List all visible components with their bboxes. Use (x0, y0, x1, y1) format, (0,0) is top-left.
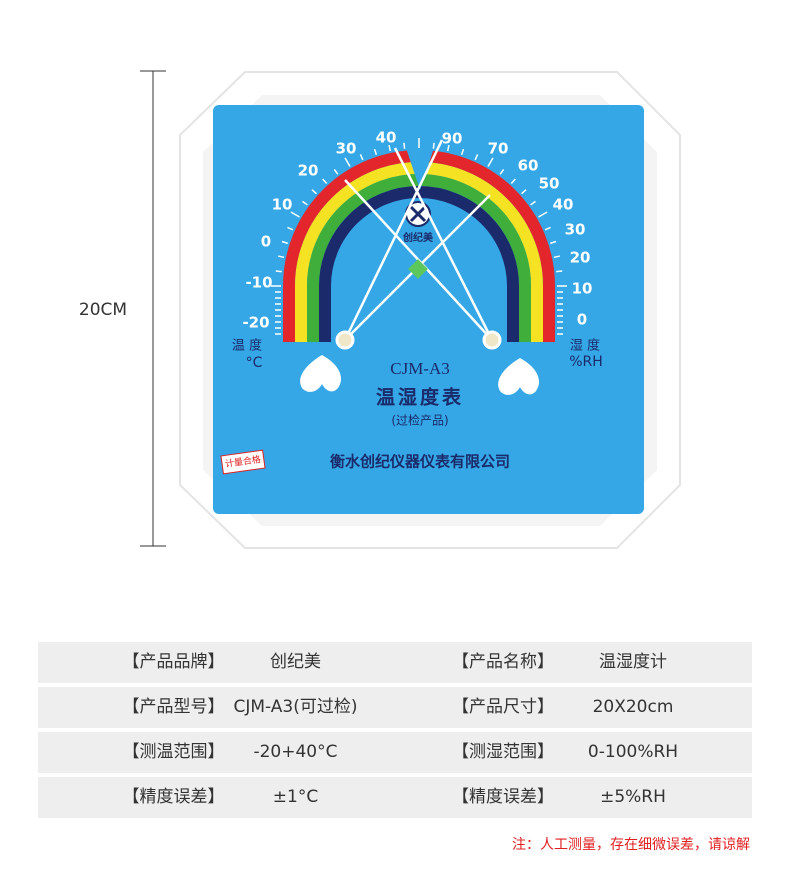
table-value: ±1°C (272, 787, 319, 807)
scale-tick (290, 211, 300, 218)
humidity-label: 湿 度 (570, 338, 600, 354)
temperature-scale-label: 30 (336, 140, 357, 158)
scale-tick (550, 240, 557, 245)
crossing (408, 259, 428, 279)
scale-tick (499, 169, 505, 175)
table-key: 【精度误差】 (122, 787, 225, 807)
scale-tick (277, 255, 285, 259)
table-value: 温湿度计 (599, 652, 667, 672)
temperature-scale-label: -20 (242, 314, 269, 332)
scale-tick (521, 189, 527, 195)
product-name: 温湿度表 (376, 386, 464, 409)
table-key: 【测温范围】 (122, 742, 225, 762)
scale-tick (510, 178, 516, 184)
scale-tick (388, 144, 392, 152)
footnote: 注：人工测量，存在细微误差，请谅解 (512, 837, 750, 853)
humidity-scale-label: 70 (488, 140, 509, 158)
table-key: 【精度误差】 (452, 787, 554, 807)
scale-tick (460, 148, 465, 155)
scale-tick (275, 270, 282, 273)
sticker: 计量合格 (220, 449, 266, 475)
humidity-scale-label: 50 (539, 175, 560, 193)
scale-tick (530, 200, 536, 206)
temperature-scale-label: 20 (298, 162, 319, 180)
product-note: (过检产品) (391, 413, 448, 428)
scale-tick (544, 226, 551, 231)
scale-tick (344, 157, 351, 167)
needle-tail (498, 358, 540, 395)
pivot (335, 330, 355, 350)
maker: 衡水创纪仪器仪表有限公司 (330, 453, 510, 471)
scale-tick (556, 270, 563, 273)
temperature-scale-label: -10 (245, 274, 272, 292)
scale-tick (538, 211, 548, 218)
scale-tick (373, 148, 378, 155)
humidity-scale-label: 30 (565, 221, 586, 239)
brand: 创纪美 (402, 231, 434, 244)
pivot (482, 330, 502, 350)
table-value: 20X20cm (592, 697, 674, 717)
scale-tick (446, 144, 450, 152)
scale-tick (322, 178, 328, 184)
table-row: 【精度误差】 ±1°C 【精度误差】 ±5%RH (38, 777, 752, 818)
temperature-scale-label: 0 (261, 233, 271, 251)
temperature-scale-label: 40 (376, 129, 397, 147)
table-key: 【产品型号】 (122, 697, 225, 717)
humidity-scale-label: 90 (442, 130, 463, 148)
scale-tick (487, 157, 494, 167)
scale-tick (474, 154, 479, 161)
table-value: CJM-A3(可过检) (233, 697, 358, 717)
scale-tick (311, 189, 317, 195)
table-row: 【测温范围】 -20+40°C 【测湿范围】 0-100%RH (38, 732, 752, 773)
scale-ticks (271, 138, 567, 335)
scale-tick (359, 154, 364, 161)
temperature-label: 温 度 (232, 338, 262, 354)
dimension-label: 20CM (79, 300, 127, 320)
table-key: 【产品尺寸】 (452, 697, 554, 717)
temperature-scale-label: 10 (272, 196, 293, 214)
scale-tick (553, 255, 561, 259)
scale-tick (287, 226, 294, 231)
table-row: 【产品品牌】 创纪美 【产品名称】 温湿度计 (38, 642, 752, 683)
scale-tick (281, 240, 288, 245)
table-row: 【产品型号】 CJM-A3(可过检) 【产品尺寸】 20X20cm (38, 687, 752, 728)
humidity-unit: %RH (569, 354, 603, 370)
notch (405, 145, 435, 190)
model: CJM-A3 (390, 359, 450, 378)
ruler (140, 70, 166, 547)
scale-tick (432, 142, 435, 149)
table-value: 0-100%RH (587, 742, 679, 762)
table-value: -20+40°C (253, 742, 338, 762)
humidity-scale-label: 20 (570, 249, 591, 267)
humidity-scale-label: 40 (553, 196, 574, 214)
table-value: ±5%RH (600, 787, 666, 807)
humidity-scale-label: 0 (577, 311, 587, 329)
scale-tick (403, 142, 406, 149)
needle-tail (300, 355, 342, 392)
temperature-unit: °C (246, 355, 263, 371)
scale-tick (302, 200, 308, 206)
logo-mark (409, 205, 427, 223)
table-key: 【产品品牌】 (122, 652, 225, 672)
humidity-scale-label: 60 (518, 157, 539, 175)
table-key: 【产品名称】 (452, 652, 554, 672)
table-key: 【测湿范围】 (452, 742, 554, 762)
humidity-scale-label: 10 (572, 280, 593, 298)
scale-tick (333, 169, 339, 175)
table-value: 创纪美 (270, 652, 321, 672)
